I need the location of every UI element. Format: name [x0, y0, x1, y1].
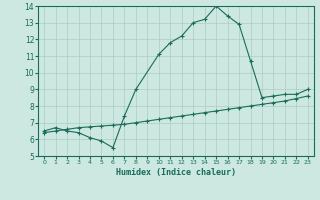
X-axis label: Humidex (Indice chaleur): Humidex (Indice chaleur) [116, 168, 236, 177]
